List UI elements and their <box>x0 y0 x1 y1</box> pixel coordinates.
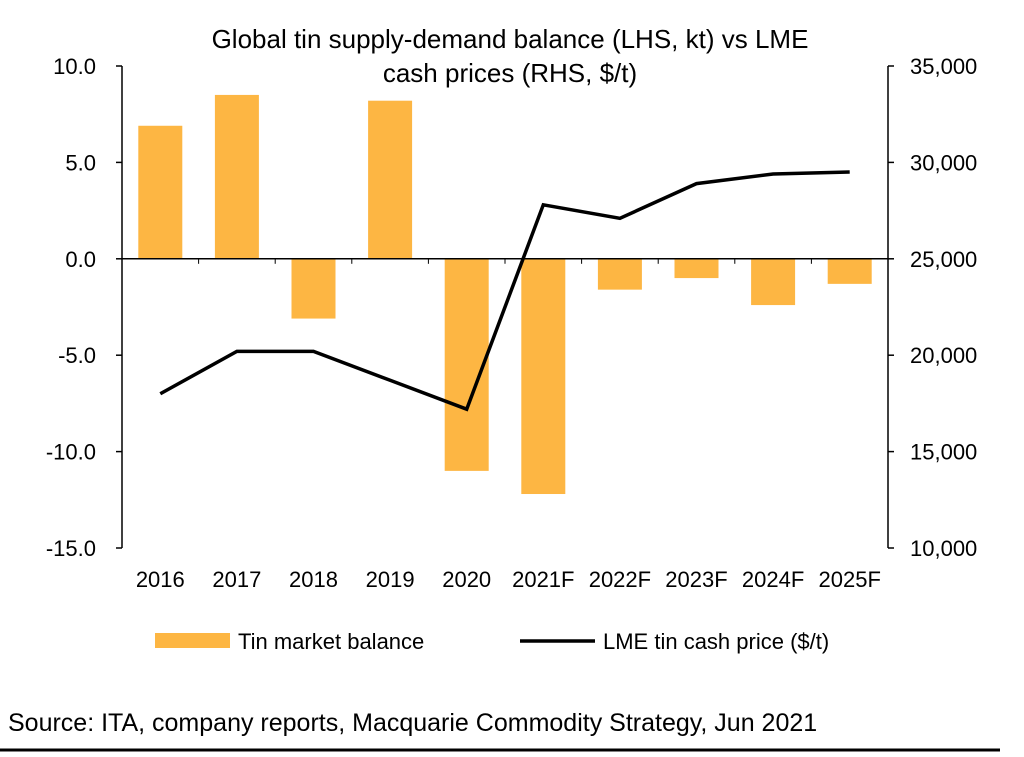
x-tick-label: 2023F <box>665 567 727 592</box>
x-tick-label: 2019 <box>366 567 415 592</box>
bar-2021F <box>521 258 566 495</box>
bar-2019 <box>368 100 413 259</box>
x-tick-label: 2024F <box>742 567 804 592</box>
source-note: Source: ITA, company reports, Macquarie … <box>8 709 817 737</box>
legend-swatch-bar <box>155 633 230 648</box>
x-tick-label: 2018 <box>289 567 338 592</box>
right-tick-label: 15,000 <box>910 440 977 465</box>
left-tick-label: 5.0 <box>65 150 96 175</box>
chart-title-line: Global tin supply-demand balance (LHS, k… <box>212 24 809 54</box>
bar-2023F <box>674 258 719 279</box>
x-tick-label: 2020 <box>442 567 491 592</box>
x-tick-label: 2017 <box>212 567 261 592</box>
bar-2020 <box>444 258 489 471</box>
x-tick-label: 2021F <box>512 567 574 592</box>
bar-2025F <box>827 258 872 284</box>
bar-2017 <box>214 94 259 259</box>
price-line <box>159 170 850 412</box>
right-tick-label: 30,000 <box>910 150 977 175</box>
bar-2024F <box>751 258 796 306</box>
right-tick-label: 35,000 <box>910 54 977 79</box>
x-tick-label: 2016 <box>136 567 185 592</box>
left-tick-label: 0.0 <box>65 247 96 272</box>
x-tick-label: 2025F <box>819 567 881 592</box>
right-tick-label: 20,000 <box>910 343 977 368</box>
bar-2018 <box>291 258 336 319</box>
bar-2016 <box>138 125 183 259</box>
legend-label-bar: Tin market balance <box>238 629 424 654</box>
right-tick-label: 10,000 <box>910 536 977 561</box>
left-tick-label: -10.0 <box>46 440 96 465</box>
left-tick-label: -5.0 <box>58 343 96 368</box>
left-tick-label: -15.0 <box>46 536 96 561</box>
bar-2022F <box>597 258 642 290</box>
chart-title-line: cash prices (RHS, $/t) <box>383 58 637 88</box>
legend-label-line: LME tin cash price ($/t) <box>603 629 829 654</box>
left-tick-label: 10.0 <box>53 54 96 79</box>
x-tick-label: 2022F <box>589 567 651 592</box>
right-tick-label: 25,000 <box>910 247 977 272</box>
